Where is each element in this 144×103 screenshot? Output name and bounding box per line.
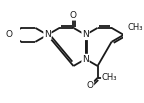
Text: N: N xyxy=(44,30,51,39)
Text: O: O xyxy=(6,30,13,39)
Text: N: N xyxy=(82,54,89,64)
Text: CH₃: CH₃ xyxy=(128,23,143,32)
Text: O: O xyxy=(86,81,93,90)
Text: N: N xyxy=(82,30,89,39)
Text: O: O xyxy=(70,11,77,20)
Text: CH₃: CH₃ xyxy=(102,73,117,82)
